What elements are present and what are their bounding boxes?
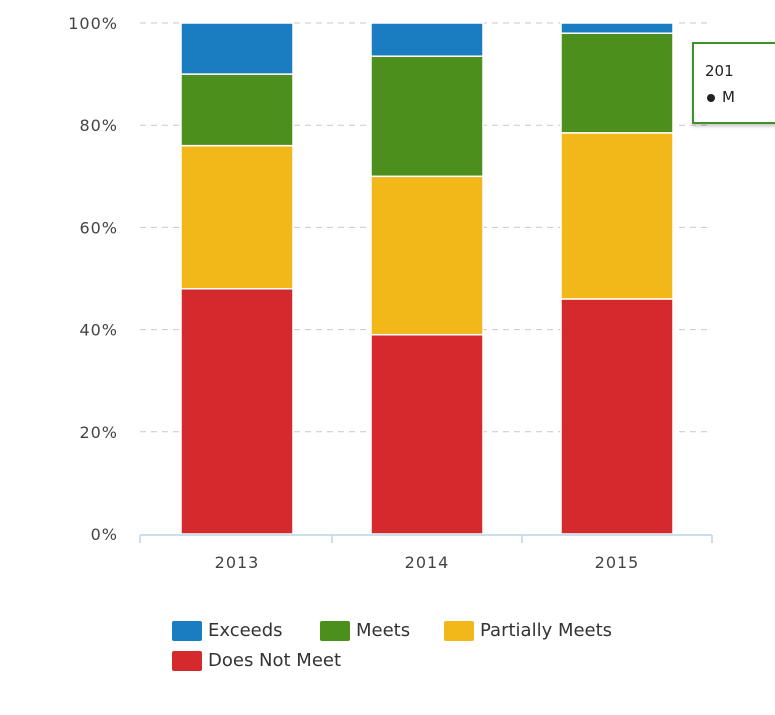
bar-2013-exceeds [180,22,294,75]
y-tick-label: 60% [79,218,118,237]
bar-2015-exceeds [560,22,674,34]
tooltip: 201 M [692,42,775,124]
y-tick-label: 100% [68,14,118,33]
bar-2013-does-not-meet [180,287,294,535]
legend-swatch-does-not-meet [172,650,202,671]
bar-2015-meets [560,32,674,134]
y-tick-label: 40% [79,321,118,340]
y-tick-label: 80% [79,116,118,135]
legend-swatch-meets [320,620,350,641]
bar-2014-partially-meets [370,175,484,336]
legend-item-meets[interactable]: Meets [320,620,410,641]
legend-item-exceeds[interactable]: Exceeds [172,620,283,641]
y-axis-ticks: 0% 20% 40% 60% 80% 100% [68,14,118,544]
tooltip-line: M [707,88,735,106]
y-tick-label: 0% [91,525,118,544]
x-tick-label: 2015 [595,553,640,572]
legend-item-does-not-meet[interactable]: Does Not Meet [172,650,341,671]
bar-2014-meets [370,55,484,178]
bar-2013-partially-meets [180,144,294,290]
bar-2013-meets [180,73,294,147]
bar-2015-does-not-meet [560,298,674,535]
legend-label-partially-meets: Partially Meets [480,620,613,641]
tooltip-dot-icon [707,93,715,102]
x-tick-label: 2014 [405,553,450,572]
x-tick-label: 2013 [215,553,260,572]
legend-swatch-partially-meets [444,620,474,641]
legend-swatch-exceeds [172,620,202,641]
legend-item-partially-meets[interactable]: Partially Meets [444,620,612,641]
bars [180,22,674,535]
bar-2015-partially-meets [560,132,674,300]
legend-label-does-not-meet: Does Not Meet [208,650,342,671]
bar-2014-does-not-meet [370,333,484,535]
y-tick-label: 20% [79,423,118,442]
tooltip-text: M [722,88,735,106]
x-axis [139,534,713,543]
x-axis-ticks: 2013 2014 2015 [215,553,640,572]
legend-label-meets: Meets [356,620,411,641]
legend-label-exceeds: Exceeds [208,620,283,641]
tooltip-title: 201 [705,62,734,80]
bar-2014-exceeds [370,22,484,57]
